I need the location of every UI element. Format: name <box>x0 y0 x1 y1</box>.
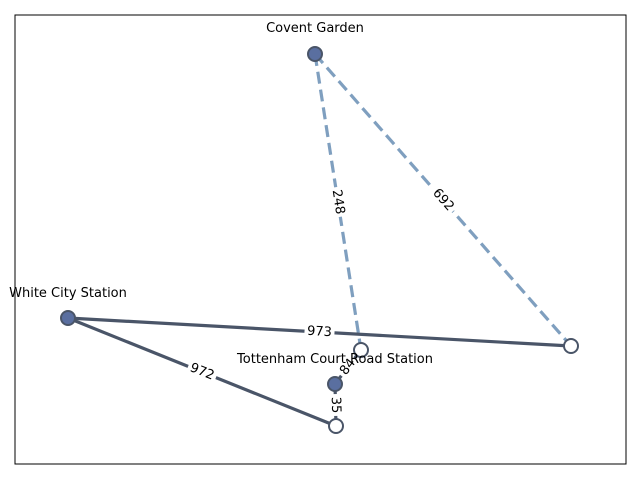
edge-label-background <box>427 183 459 217</box>
edge-label-background <box>185 358 219 386</box>
node-labels-layer: Covent Garden White City Station Tottenham… <box>9 21 433 367</box>
node-white <box>60 310 76 326</box>
node-label-tcr: Tottenham Court Road Station <box>236 352 433 367</box>
edge-label-group: 84 <box>334 353 362 381</box>
edge-label-background <box>304 323 335 341</box>
edge-label-group: 248 <box>327 185 349 219</box>
node-n6 <box>328 418 344 434</box>
edge-weight-label: 973 <box>307 324 333 340</box>
edge-covent-n4 <box>313 52 573 348</box>
plot-frame <box>14 14 627 465</box>
node-label-covent: Covent Garden <box>266 21 364 36</box>
node-tcr <box>327 376 343 392</box>
node-n4 <box>563 338 579 354</box>
edge-label-background <box>334 353 362 381</box>
nodes-layer <box>60 46 579 434</box>
edge-label-background <box>327 393 344 417</box>
edge-label-group: 973 <box>304 323 335 341</box>
edge-label-group: 972 <box>185 358 219 386</box>
edge-label-background <box>327 185 349 219</box>
edge-label-group: 35 <box>327 393 344 417</box>
node-label-white: White City Station <box>9 286 127 301</box>
edge-weight-label: 35 <box>328 397 343 414</box>
node-covent <box>307 46 323 62</box>
edge-label-group: 692 <box>427 183 459 217</box>
node-n5 <box>353 342 369 358</box>
edge-weight-label: 248 <box>329 189 348 216</box>
edges-layer <box>67 52 573 428</box>
